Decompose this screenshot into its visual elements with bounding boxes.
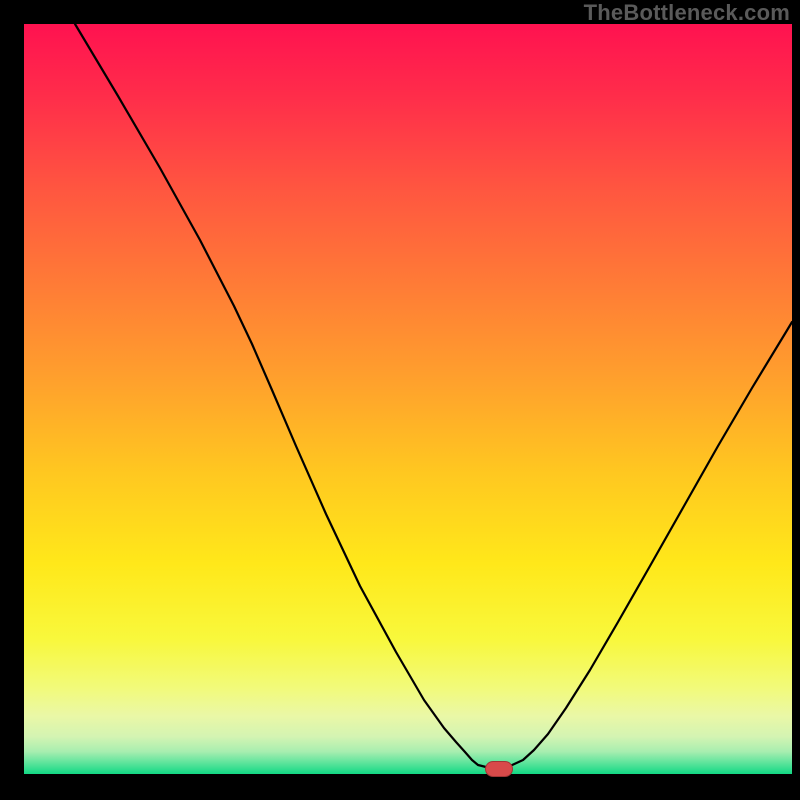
bottleneck-curve-path <box>75 24 792 767</box>
bottleneck-curve <box>0 0 800 800</box>
optimum-marker <box>485 761 513 777</box>
watermark-text: TheBottleneck.com <box>584 0 790 26</box>
